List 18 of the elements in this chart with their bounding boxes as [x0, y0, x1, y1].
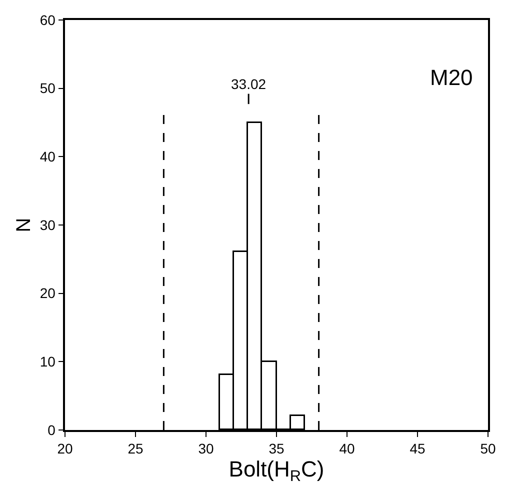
- x-tick-label: 35: [268, 440, 284, 457]
- x-tick-label: 25: [128, 440, 144, 457]
- ref-line-label: 33.02: [231, 76, 266, 92]
- y-tick-label: 10: [40, 354, 56, 370]
- y-tick-label: 20: [40, 285, 56, 302]
- y-axis-title: N: [12, 218, 35, 232]
- y-tick-label: 30: [40, 216, 56, 233]
- x-axis-title: Bolt(H$_{R}$C): [228, 456, 324, 486]
- x-tick-label: 50: [480, 440, 496, 457]
- y-tick-label: 60: [40, 12, 56, 28]
- y-tick-label: 0: [48, 422, 56, 438]
- y-tick-label: 50: [40, 80, 56, 96]
- y-tick-label: 40: [40, 148, 56, 165]
- x-tick-label: 30: [198, 440, 214, 457]
- x-tick-label: 20: [57, 440, 73, 457]
- x-tick-label: 40: [339, 440, 355, 457]
- x-tick-label: 45: [410, 440, 426, 457]
- annotation: M20: [430, 65, 473, 90]
